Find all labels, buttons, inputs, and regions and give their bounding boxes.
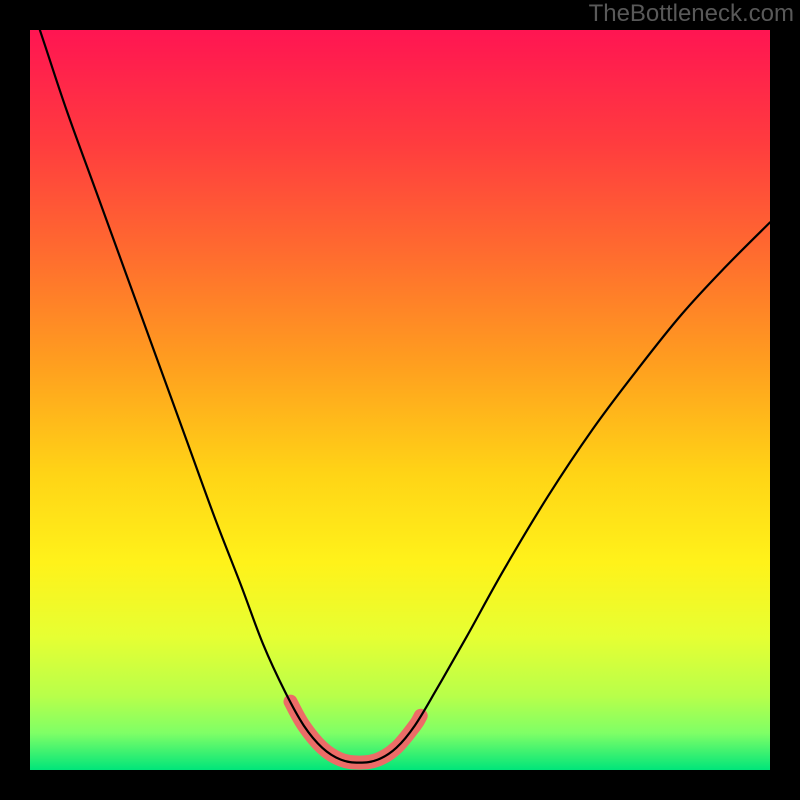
watermark-text: TheBottleneck.com (589, 0, 794, 28)
chart-stage: TheBottleneck.com (0, 0, 800, 800)
heat-gradient-background (30, 30, 770, 770)
